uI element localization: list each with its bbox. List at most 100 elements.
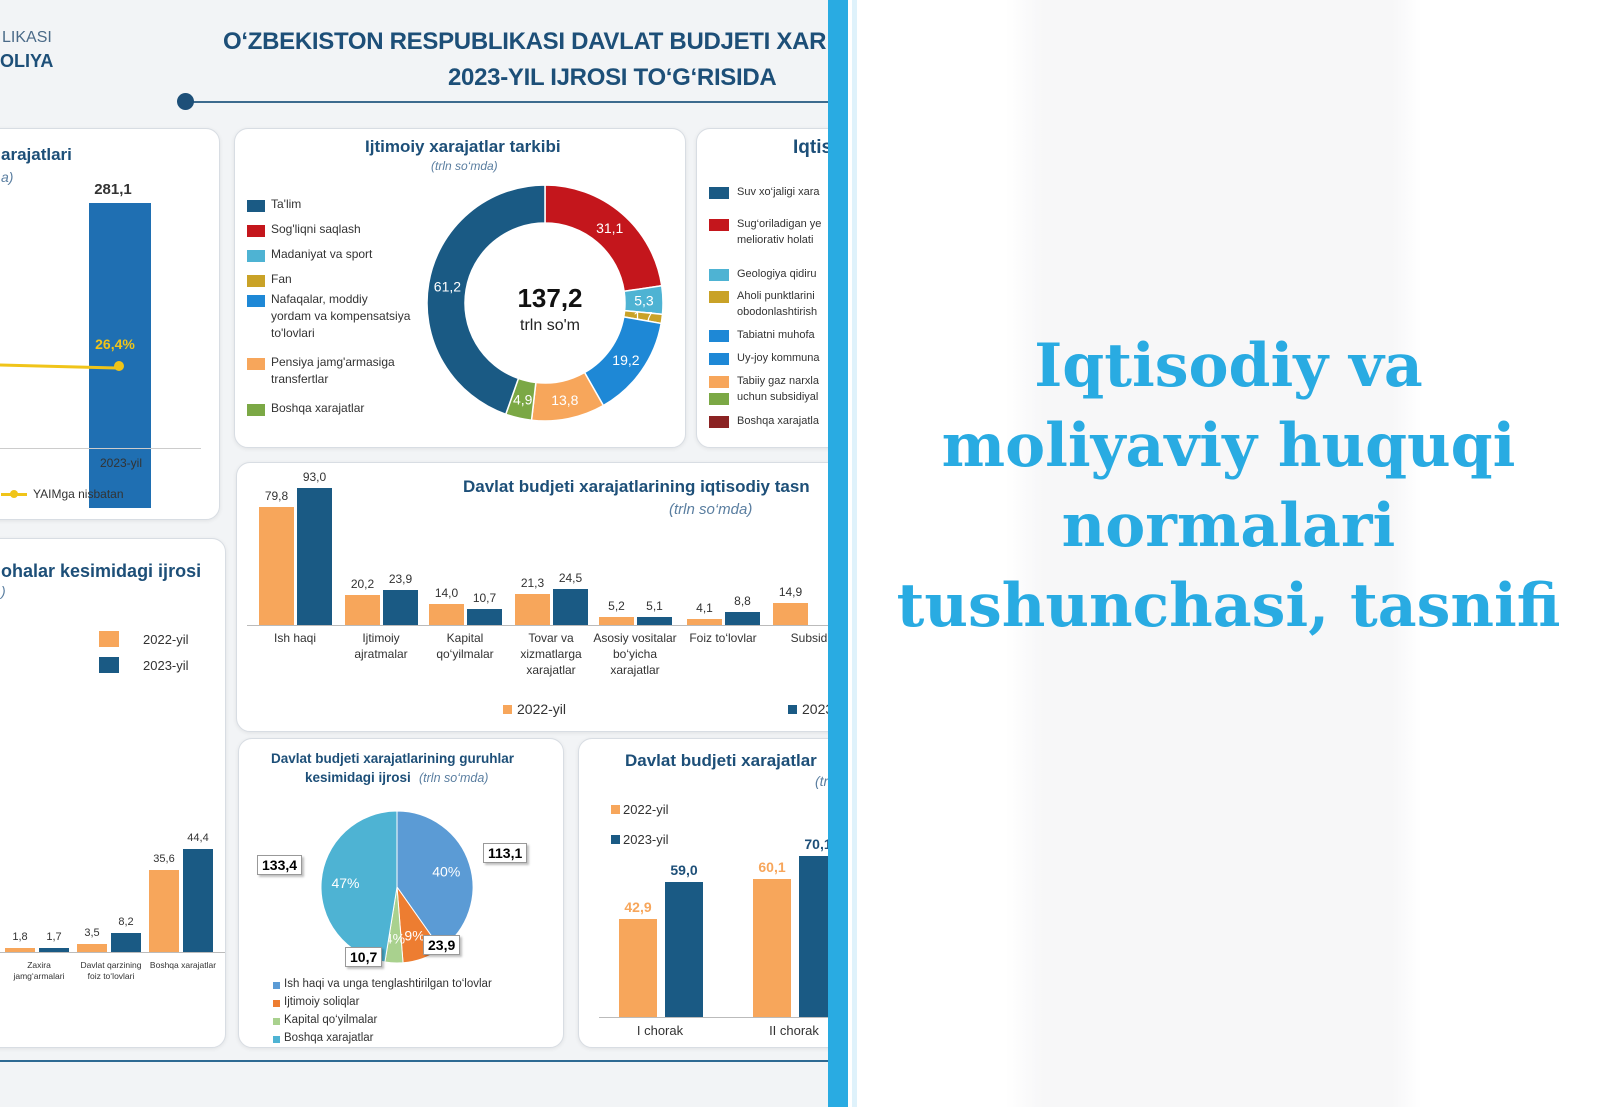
spending-bar-value: 281,1 <box>94 181 132 198</box>
economic-item-label: Aholi punktlarini <box>737 290 815 302</box>
economic-category-label: Kapital <box>446 631 484 645</box>
economic-bar <box>599 617 634 625</box>
slide-heading-line1: Iqtisodiy va <box>1034 331 1423 401</box>
spending-card-subtitle: a) <box>1 169 14 185</box>
social-legend-label: Fan <box>271 272 292 286</box>
economic-item-label: uchun subsidiyal <box>737 391 819 403</box>
economic-bar-value: 14,0 <box>434 586 459 601</box>
economic-item-label: Tabiatni muhofa <box>737 329 815 341</box>
social-legend-label: Boshqa xarajatlar <box>271 401 365 415</box>
groups-card: Davlat budjeti xarajatlarining guruhlar … <box>238 738 564 1048</box>
slide-heading: Iqtisodiy va moliyaviy huquqi normalari … <box>857 326 1600 646</box>
quarter-bar-value: 42,9 <box>624 898 652 915</box>
social-legend-label: to'lovlari <box>271 326 315 340</box>
economic-bar-value: 20,2 <box>350 577 375 592</box>
groups-legend-label: Kapital qo‘yilmalar <box>284 1014 378 1026</box>
economic-bar <box>553 588 588 625</box>
economic-category-label: ajratmalar <box>354 647 408 661</box>
groups-card-title-line2: kesimidagi ijrosi <box>305 770 411 785</box>
economic-item-label: obodonlashtirish <box>737 306 818 318</box>
social-legend-label: transfertlar <box>271 372 329 386</box>
economic-legend-2023-label: 2023 <box>802 701 834 717</box>
social-donut-value-label: 61,2 <box>434 278 461 294</box>
quarter-bar-value: 70,1 <box>804 836 832 853</box>
sector-bar <box>111 933 141 952</box>
slide-heading-line3: normalari <box>1061 491 1396 561</box>
social-legend-swatch <box>247 404 265 416</box>
social-legend-label: Sog'liqni saqlash <box>271 222 361 236</box>
social-legend-label: yordam va kompensatsiya <box>271 309 411 323</box>
groups-legend-label: Ish haqi va unga tenglashtirilgan to‘lov… <box>284 978 492 990</box>
economic-item-label: Suv xo‘jaligi xara <box>737 186 820 198</box>
sector-category-label: Boshqa xarajatlar <box>149 960 217 970</box>
quarter-card: Davlat budjeti xarajatlar (tr 2022-yil 2… <box>578 738 835 1048</box>
social-legend-swatch <box>247 200 265 212</box>
social-legend-swatch <box>247 250 265 262</box>
economic-bar-value: 23,9 <box>388 571 413 586</box>
groups-legend-swatch <box>273 982 280 989</box>
sector-bar-value: 1,8 <box>12 930 28 943</box>
economic-item-label: Sug‘oriladigan ye <box>737 218 822 230</box>
groups-pie-percent-label: 4% <box>385 931 405 947</box>
groups-legend-label: Boshqa xarajatlar <box>284 1032 374 1044</box>
groups-value-callout: 133,4 <box>257 855 303 875</box>
economic-category-label: Asosiy vositalar <box>593 631 677 645</box>
groups-legend-swatch <box>273 1000 280 1007</box>
gdp-ratio-marker <box>114 361 124 371</box>
accent-divider <box>828 0 848 1107</box>
sector-bar <box>5 947 35 952</box>
groups-pie-percent-label: 40% <box>432 863 460 879</box>
quarter-legend-2022-swatch <box>611 805 620 814</box>
sector-bar <box>77 943 107 952</box>
spending-card-title: arajatlari <box>1 145 72 164</box>
spending-axis <box>0 448 201 449</box>
slide-heading-line2: moliyaviy huquqi <box>941 411 1516 481</box>
economic-item-swatch <box>709 376 729 388</box>
economic-bar-value: 5,2 <box>608 599 625 614</box>
spending-card: arajatlari a) 281,1 26,4% 2023-yil YAIMg… <box>0 128 220 520</box>
social-spending-card: Ijtimoiy xarajatlar tarkibi (trln so‘mda… <box>234 128 686 448</box>
economic-category-label: xarajatlar <box>526 663 576 677</box>
gdp-ratio-label: 26,4% <box>95 336 135 352</box>
economic-classification-card: Davlat budjeti xarajatlarining iqtisodiy… <box>236 462 835 732</box>
economic-item-label: Uy-joy kommuna <box>737 352 820 364</box>
social-donut-value-label: 5,3 <box>634 293 654 309</box>
social-donut-chart: 31,15,31,719,213,84,961,2 <box>426 184 664 422</box>
economic-category-label: Ijtimoiy <box>362 631 400 645</box>
sector-bar <box>149 869 179 952</box>
quarter-legend-2023-swatch <box>611 835 620 844</box>
header-rule-dot <box>177 93 194 110</box>
sector-bar-value: 1,7 <box>46 931 62 944</box>
economic-item-label: Boshqa xarajatla <box>737 415 819 427</box>
social-card-title: Ijtimoiy xarajatlar tarkibi <box>365 137 561 156</box>
economic-bar-value: 8,8 <box>734 594 751 609</box>
header-rule <box>186 101 835 103</box>
gdp-legend-label: YAIMga nisbatan <box>33 487 124 501</box>
social-donut-value-label: 31,1 <box>596 220 623 236</box>
social-legend-swatch <box>247 295 265 307</box>
quarter-bar <box>619 918 657 1017</box>
groups-value-callout: 23,9 <box>423 935 461 955</box>
economic-bar <box>259 507 294 625</box>
social-center-value: 137,2 <box>517 283 583 313</box>
economic-bar <box>725 612 760 625</box>
sector-legend-2022-swatch <box>99 631 119 647</box>
social-donut-value-label: 19,2 <box>612 352 639 368</box>
economic-item-swatch <box>709 416 729 428</box>
social-donut-slice <box>426 184 546 416</box>
spending-year-label: 2023-yil <box>99 456 143 470</box>
social-legend-swatch <box>247 225 265 237</box>
social-donut-value-label: 13,8 <box>551 392 578 408</box>
social-center-unit: trln so'm <box>520 317 580 334</box>
economic-item-swatch <box>709 330 729 342</box>
groups-pie-slice <box>396 810 474 950</box>
economic-bar-value: 21,3 <box>520 575 545 590</box>
economic-category-label: Ish haqi <box>273 631 317 645</box>
sector-category-label: Davlat qarzining <box>80 960 142 970</box>
quarter-axis <box>599 1017 835 1018</box>
economic-bar-value: 10,7 <box>472 591 497 606</box>
sector-card-title: ohalar kesimidagi ijrosi <box>1 561 202 581</box>
spending-bar <box>89 203 151 508</box>
gdp-legend-dot <box>10 490 18 498</box>
sector-legend-2022-label: 2022-yil <box>143 632 189 647</box>
